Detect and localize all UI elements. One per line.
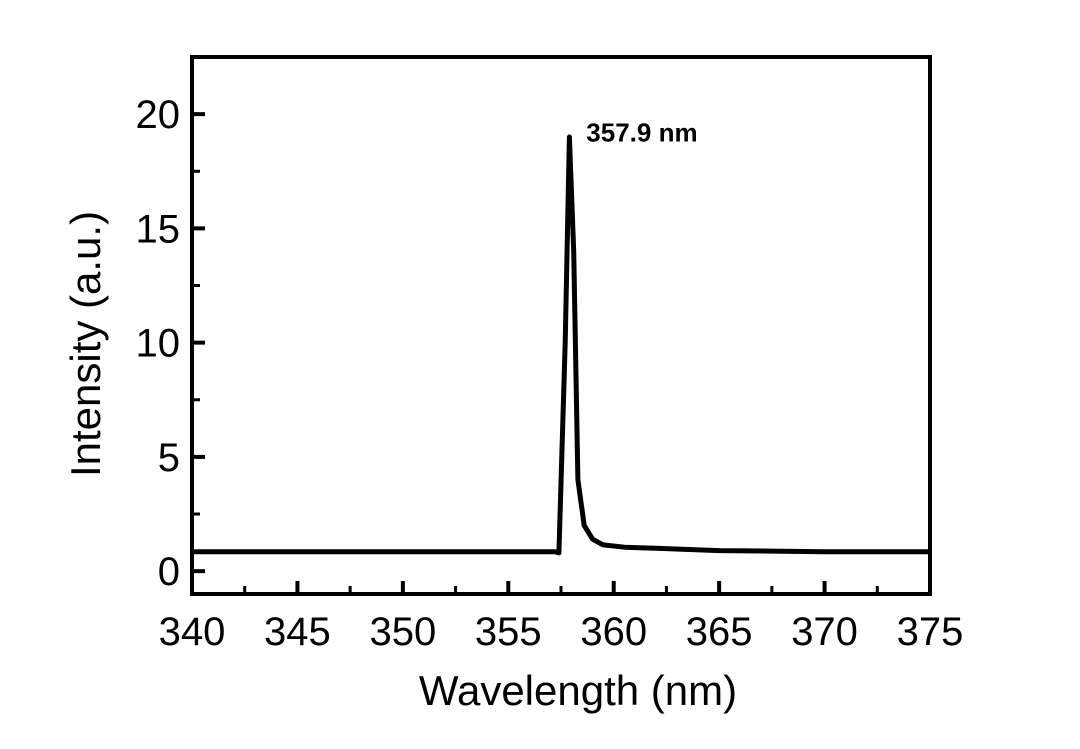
y-tick-label: 10	[136, 322, 181, 366]
x-tick-label: 350	[369, 610, 436, 654]
x-tick-labels: 340 345 350 355 360 365 370 375	[159, 610, 964, 654]
y-tick-label: 15	[136, 207, 181, 251]
y-tick-label: 0	[158, 550, 180, 594]
y-axis-title: Intensity (a.u.)	[62, 211, 109, 477]
series-line	[192, 134, 930, 556]
x-tick-label: 340	[159, 610, 226, 654]
x-tick-label: 360	[580, 610, 647, 654]
x-tick-label: 375	[897, 610, 964, 654]
x-tick-label: 355	[475, 610, 542, 654]
x-tick-label: 365	[686, 610, 753, 654]
y-tick-labels: 0 5 10 15 20	[136, 93, 181, 594]
y-tick-label: 5	[158, 436, 180, 480]
plot-frame	[190, 55, 932, 596]
x-tick-label: 370	[791, 610, 858, 654]
x-tick-label: 345	[264, 610, 331, 654]
x-axis-title: Wavelength (nm)	[419, 667, 737, 714]
y-tick-label: 20	[136, 93, 181, 137]
peak-annotation: 357.9 nm	[586, 118, 697, 148]
